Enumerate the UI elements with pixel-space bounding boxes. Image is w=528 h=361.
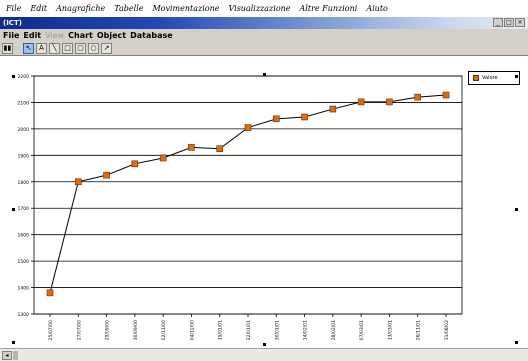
drawing-toolbar: ▮▮ ↖ A ╲ □ ▢ ○ ↗ — [0, 42, 528, 56]
os-menu-item[interactable]: Visualizzazione — [228, 4, 291, 13]
selection-handle[interactable] — [515, 75, 518, 78]
x-tick-label: 15/01/01 — [218, 320, 224, 340]
data-point-marker — [131, 160, 139, 168]
maximize-icon[interactable]: □ — [504, 18, 514, 27]
y-tick-label: 1700 — [18, 206, 30, 212]
selection-handle[interactable] — [263, 343, 266, 346]
app-menu-bar: File Edit View Chart Object Database — [0, 29, 528, 42]
menu-item-view[interactable]: View — [45, 31, 65, 40]
data-point-marker — [386, 98, 393, 106]
data-point-marker — [216, 145, 224, 153]
x-tick-label: 07/03/01 — [359, 320, 365, 340]
x-tick-label: 22/01/01 — [246, 320, 252, 340]
data-point-marker — [159, 154, 167, 162]
x-tick-label: 27/07/00 — [76, 320, 82, 340]
y-tick-label: 1800 — [18, 180, 30, 186]
os-menu-item[interactable]: Anagrafiche — [56, 4, 106, 13]
os-menu-item[interactable]: Aiuto — [366, 4, 388, 13]
y-tick-label: 1900 — [18, 153, 30, 159]
x-tick-label: 26/11/01 — [416, 320, 422, 340]
x-tick-label: 14/02/01 — [303, 320, 309, 340]
menu-item-object[interactable]: Object — [96, 31, 127, 40]
os-menu-item[interactable]: File — [6, 4, 22, 13]
data-point-marker — [357, 98, 365, 106]
chart-type-icon[interactable]: ▮▮ — [2, 43, 13, 54]
close-icon[interactable]: × — [515, 18, 525, 27]
data-point-marker — [244, 124, 252, 131]
x-tick-label: 30/09/00 — [133, 320, 139, 340]
selection-handle[interactable] — [12, 208, 15, 211]
rectangle-tool-icon[interactable]: □ — [62, 43, 73, 54]
selection-handle[interactable] — [12, 75, 15, 78]
y-tick-label: 1300 — [18, 312, 30, 318]
data-point-marker — [46, 289, 54, 297]
y-tick-label: 1600 — [18, 233, 30, 239]
os-menu-item[interactable]: Movimentazione — [152, 4, 220, 13]
data-point-marker — [442, 91, 450, 99]
minimize-icon[interactable]: _ — [493, 18, 503, 27]
window-controls: _ □ × — [493, 18, 525, 27]
chart-area[interactable]: 1300 1400 1500 1600 1700 1800 1900 2000 2100 2200… — [0, 56, 528, 348]
os-menu-item[interactable]: Edit — [30, 4, 48, 13]
selection-handle[interactable] — [263, 73, 266, 76]
text-tool-icon[interactable]: A — [36, 43, 47, 54]
x-tick-label: 25/07/00 — [48, 320, 54, 340]
data-point-marker — [103, 171, 110, 179]
scroll-left-icon[interactable]: ◂ — [2, 351, 12, 360]
data-point-marker — [301, 113, 308, 121]
x-tick-label: 31/08/02 — [444, 320, 450, 340]
selection-handle[interactable] — [515, 208, 518, 211]
y-tick-label: 2200 — [18, 74, 30, 80]
x-tick-label: 02/11/00 — [161, 320, 167, 340]
x-tick-label: 13/03/01 — [387, 320, 393, 340]
arrow-tool-icon[interactable]: ↗ — [101, 43, 112, 54]
x-tick-label: 30/01/01 — [274, 320, 280, 340]
x-tick-label: 29/09/00 — [105, 320, 111, 340]
os-menu-item[interactable]: Tabelle — [114, 4, 144, 13]
selection-handle[interactable] — [12, 341, 15, 344]
os-menu-item[interactable]: Altre Funzioni — [299, 4, 358, 13]
menu-item-file[interactable]: File — [3, 31, 20, 40]
menu-item-chart[interactable]: Chart — [68, 31, 93, 40]
menu-item-edit[interactable]: Edit — [23, 31, 42, 40]
data-point-marker — [272, 115, 280, 123]
menu-item-database[interactable]: Database — [130, 31, 173, 40]
y-tick-label: 1500 — [18, 259, 30, 265]
selection-handle[interactable] — [515, 341, 518, 344]
data-point-marker — [329, 105, 337, 113]
y-tick-label: 1400 — [18, 286, 30, 292]
chart-legend[interactable]: Valore — [468, 71, 520, 85]
plot-area — [33, 75, 463, 315]
line-tool-icon[interactable]: ╲ — [49, 43, 60, 54]
horizontal-scrollbar[interactable]: ◂ — [0, 348, 528, 361]
pointer-icon[interactable]: ↖ — [23, 43, 34, 54]
scroll-thumb[interactable] — [13, 351, 18, 360]
ellipse-tool-icon[interactable]: ○ — [88, 43, 99, 54]
os-menu-bar: File Edit Anagrafiche Tabelle Movimentazione… — [0, 0, 528, 17]
data-point-marker — [74, 178, 82, 186]
rounded-rect-tool-icon[interactable]: ▢ — [75, 43, 86, 54]
line-chart: 1300 1400 1500 1600 1700 1800 1900 2000 2100 2200… — [18, 74, 463, 340]
x-tick-label: 28/02/01 — [331, 320, 337, 340]
window-title-bar: (ICT) _ □ × — [0, 17, 528, 29]
window-title: (ICT) — [3, 19, 22, 27]
y-tick-label: 2100 — [18, 100, 30, 106]
data-point-marker — [414, 93, 422, 101]
x-tick-label: 04/12/00 — [189, 320, 195, 340]
legend-swatch — [473, 75, 479, 81]
legend-label: Valore — [482, 75, 498, 81]
data-point-marker — [188, 144, 195, 151]
y-tick-label: 2000 — [18, 127, 30, 133]
